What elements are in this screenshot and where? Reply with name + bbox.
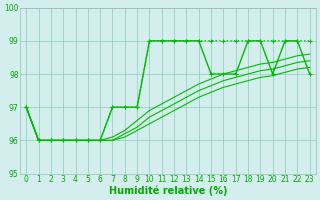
X-axis label: Humidité relative (%): Humidité relative (%)	[109, 185, 227, 196]
